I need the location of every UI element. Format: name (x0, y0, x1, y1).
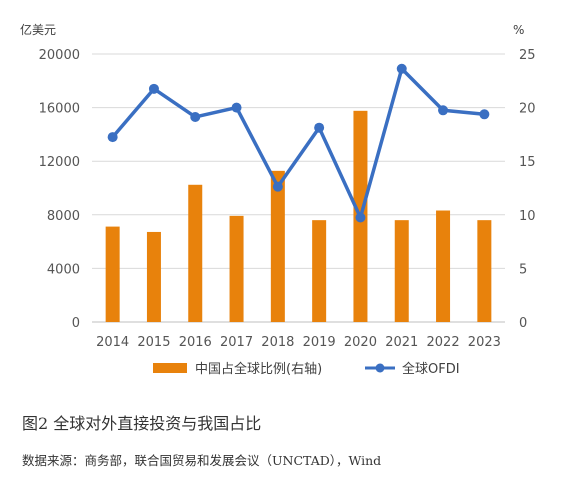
line-point (148, 83, 159, 94)
x-axis-tick-label: 2020 (344, 335, 377, 350)
legend-bar-swatch (153, 363, 187, 373)
legend: 中国占全球比例(右轴) 全球OFDI (153, 361, 460, 377)
bar (394, 220, 409, 322)
x-axis-tick-label: 2021 (385, 335, 418, 350)
bar (229, 215, 244, 322)
legend-line-marker (375, 363, 385, 373)
right-axis-tick-label: 20 (519, 102, 536, 117)
right-axis-ticks: 0 5 10 15 20 25 (519, 48, 536, 331)
line-point (190, 111, 201, 122)
left-axis-tick-label: 0 (72, 316, 80, 331)
left-axis-tick-label: 4000 (47, 262, 80, 277)
bar (312, 220, 327, 322)
x-axis-tick-label: 2019 (303, 335, 336, 350)
left-axis-ticks: 0 4000 8000 12000 16000 20000 (39, 48, 80, 331)
line-point (272, 181, 283, 192)
right-axis-tick-label: 5 (519, 262, 527, 277)
bar (270, 170, 285, 322)
x-axis-tick-label: 2014 (96, 335, 129, 350)
right-axis-tick-label: 0 (519, 316, 527, 331)
legend-bar-label: 中国占全球比例(右轴) (195, 361, 322, 377)
x-axis-tick-label: 2022 (427, 335, 460, 350)
x-axis-tick-label: 2018 (261, 335, 294, 350)
line-point (314, 122, 325, 133)
x-axis-tick-label: 2015 (137, 335, 170, 350)
x-axis-tick-label: 2016 (179, 335, 212, 350)
left-axis-unit: 亿美元 (20, 22, 56, 37)
line-point (479, 109, 490, 120)
bar (477, 220, 492, 322)
figure-caption: 图2 全球对外直接投资与我国占比 (22, 414, 262, 433)
chart: 0 4000 8000 12000 16000 20000 0 5 10 15 20 25 2014… (20, 22, 536, 377)
data-source: 数据来源：商务部，联合国贸易和发展会议（UNCTAD），Wind (22, 453, 382, 468)
bar (436, 210, 451, 322)
left-axis-tick-label: 16000 (39, 102, 80, 117)
line-point (231, 102, 242, 113)
right-axis-unit: % (513, 23, 524, 37)
line-point (355, 212, 366, 223)
bar (105, 226, 120, 322)
line-point (396, 63, 407, 74)
legend-line-label: 全球OFDI (402, 361, 460, 377)
left-axis-tick-label: 20000 (39, 48, 80, 63)
line-markers (107, 63, 490, 223)
line-point (107, 132, 118, 143)
right-axis-tick-label: 15 (519, 155, 536, 170)
right-axis-tick-label: 25 (519, 48, 536, 63)
bar-series (105, 110, 492, 322)
left-axis-tick-label: 12000 (39, 155, 80, 170)
right-axis-tick-label: 10 (519, 209, 536, 224)
x-axis-tick-label: 2023 (468, 335, 501, 350)
bar (188, 184, 203, 322)
x-axis-ticks: 2014 2015 2016 2017 2018 2019 2020 2021 2022 2023 (96, 335, 501, 350)
left-axis-tick-label: 8000 (47, 209, 80, 224)
line-series (111, 66, 485, 220)
x-axis-tick-label: 2017 (220, 335, 253, 350)
series-line (111, 66, 485, 220)
line-point (438, 105, 449, 116)
bar (146, 231, 161, 322)
